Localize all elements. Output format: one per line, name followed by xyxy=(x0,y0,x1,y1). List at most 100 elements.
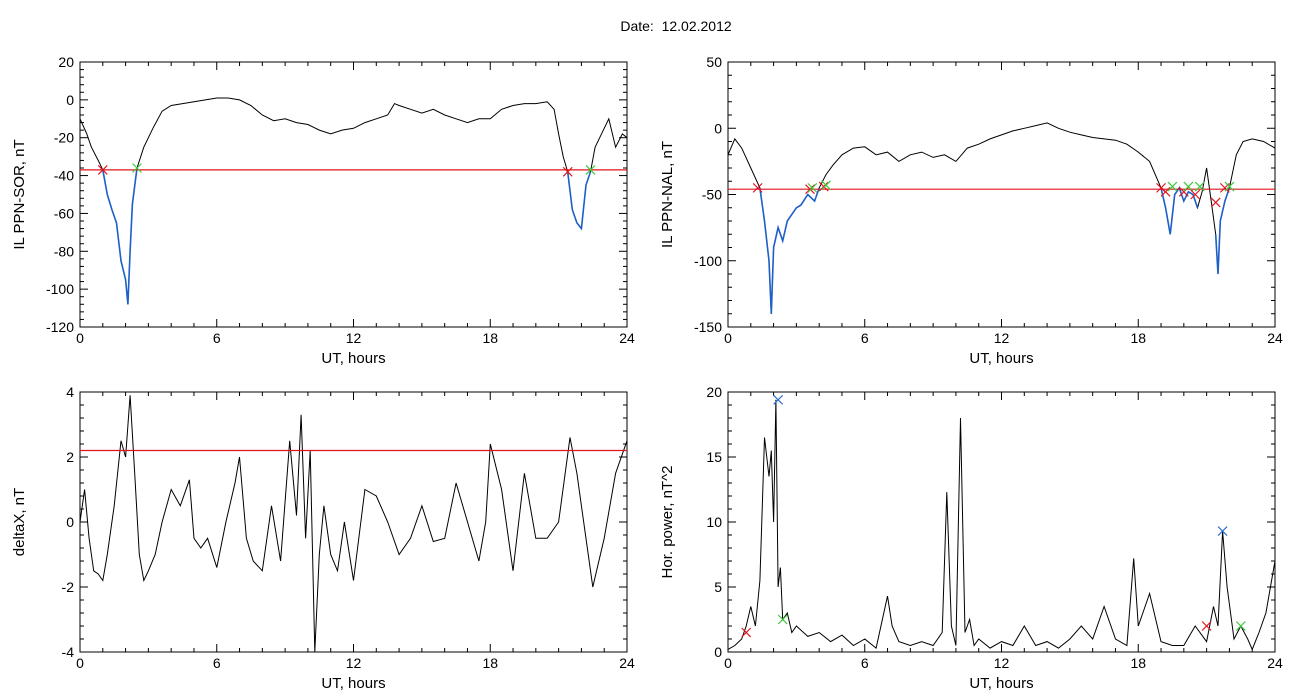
y-tick-label: 50 xyxy=(706,54,722,70)
x-tick-label: 6 xyxy=(861,330,869,346)
y-tick-label: -100 xyxy=(694,253,722,269)
event-marker-stroke xyxy=(562,166,573,177)
chart-panel-1: 0 6 12 18 24 -120 -100 -80 -60 -40 -20 0 20 UT, hours… xyxy=(11,54,635,367)
y-tick-label: 0 xyxy=(714,120,722,136)
series-line xyxy=(80,97,627,305)
event-marker-stroke xyxy=(807,182,818,193)
highlight-segment xyxy=(566,171,592,231)
event-marker-stroke xyxy=(132,163,142,173)
event-marker-stroke xyxy=(1210,197,1221,208)
event-marker xyxy=(1183,181,1194,192)
x-tick-label: 12 xyxy=(994,655,1010,671)
event-marker xyxy=(1201,621,1212,631)
y-axis-label: IL PPN-SOR, nT xyxy=(11,139,28,249)
event-marker-stroke xyxy=(777,614,788,625)
y-tick-label: 0 xyxy=(66,514,74,530)
x-tick-label: 6 xyxy=(213,330,221,346)
event-marker xyxy=(562,166,573,177)
event-marker-stroke xyxy=(773,394,784,405)
event-marker xyxy=(1235,621,1246,631)
y-tick-label: -100 xyxy=(46,281,74,297)
event-marker xyxy=(1190,189,1201,200)
event-marker-stroke xyxy=(1201,621,1212,631)
y-tick-label: -20 xyxy=(54,130,74,146)
event-marker xyxy=(1210,197,1221,208)
series-line xyxy=(728,122,1275,314)
chart-panel-2: 0 6 12 18 24 -150 -100 -50 0 50 UT, hours IL PPN-NA… xyxy=(659,54,1283,367)
x-tick-label: 6 xyxy=(861,655,869,671)
event-marker xyxy=(1194,181,1205,192)
y-tick-label: 0 xyxy=(714,644,722,660)
event-marker xyxy=(821,180,831,191)
event-marker-stroke xyxy=(818,181,829,192)
x-axis-label: UT, hours xyxy=(969,350,1033,367)
event-marker-stroke xyxy=(1224,181,1235,192)
highlight-segment xyxy=(1214,187,1231,275)
event-marker xyxy=(741,627,752,638)
event-marker xyxy=(818,181,829,192)
x-tick-label: 0 xyxy=(76,655,84,671)
event-marker-stroke xyxy=(1217,526,1228,537)
event-marker xyxy=(585,164,596,175)
y-axis-label: deltaX, nT xyxy=(11,488,28,556)
y-tick-label: -120 xyxy=(46,319,74,335)
y-tick-label: 5 xyxy=(714,579,722,595)
event-marker xyxy=(807,182,818,193)
event-marker-stroke xyxy=(97,164,108,175)
highlight-segment xyxy=(1160,186,1199,235)
y-tick-label: 10 xyxy=(706,514,722,530)
y-axis-label: Hor. power, nT^2 xyxy=(659,466,676,579)
event-marker xyxy=(97,164,108,175)
y-tick-label: -60 xyxy=(54,205,74,221)
event-marker xyxy=(1224,181,1235,192)
event-marker xyxy=(1167,181,1178,192)
event-marker-stroke xyxy=(1235,621,1246,631)
x-axis-label: UT, hours xyxy=(321,350,385,367)
x-tick-label: 24 xyxy=(1267,655,1283,671)
x-tick-label: 0 xyxy=(724,655,732,671)
event-marker-stroke xyxy=(1167,181,1178,192)
figure-title: Date: 12.02.2012 xyxy=(620,18,732,34)
event-marker xyxy=(773,394,784,405)
chart-panel-4: 0 6 12 18 24 0 5 10 15 20 UT, hours Hor. power, nT^… xyxy=(659,384,1283,692)
y-tick-label: -40 xyxy=(54,168,74,184)
y-axis-label: IL PPN-NAL, nT xyxy=(659,141,676,248)
event-marker-stroke xyxy=(1183,181,1194,192)
x-tick-label: 24 xyxy=(619,330,635,346)
event-marker xyxy=(777,614,788,625)
y-tick-label: 4 xyxy=(66,384,74,400)
y-tick-label: 0 xyxy=(66,92,74,108)
y-tick-label: -4 xyxy=(62,644,75,660)
y-tick-label: 15 xyxy=(706,449,722,465)
x-tick-label: 0 xyxy=(76,330,84,346)
event-marker-stroke xyxy=(1190,189,1201,200)
event-marker-stroke xyxy=(752,182,763,193)
highlight-segment xyxy=(102,167,138,305)
y-tick-label: 2 xyxy=(66,449,74,465)
x-tick-label: 18 xyxy=(482,330,498,346)
x-tick-label: 12 xyxy=(346,655,362,671)
x-tick-label: 18 xyxy=(1130,655,1146,671)
y-tick-label: -50 xyxy=(702,187,722,203)
event-marker xyxy=(752,182,763,193)
event-marker-stroke xyxy=(1194,181,1205,192)
x-tick-label: 24 xyxy=(1267,330,1283,346)
event-marker xyxy=(1160,186,1171,197)
x-tick-label: 18 xyxy=(482,655,498,671)
y-tick-label: -80 xyxy=(54,243,74,259)
x-tick-label: 24 xyxy=(619,655,635,671)
event-marker-stroke xyxy=(741,627,752,638)
event-marker-stroke xyxy=(805,184,815,195)
x-tick-label: 12 xyxy=(346,330,362,346)
x-tick-label: 12 xyxy=(994,330,1010,346)
event-marker xyxy=(132,163,142,173)
y-tick-label: -150 xyxy=(694,319,722,335)
event-marker xyxy=(1217,526,1228,537)
x-tick-label: 18 xyxy=(1130,330,1146,346)
x-axis-label: UT, hours xyxy=(321,675,385,692)
y-tick-label: -2 xyxy=(62,579,75,595)
y-tick-label: 20 xyxy=(706,384,722,400)
event-marker-stroke xyxy=(821,180,831,191)
